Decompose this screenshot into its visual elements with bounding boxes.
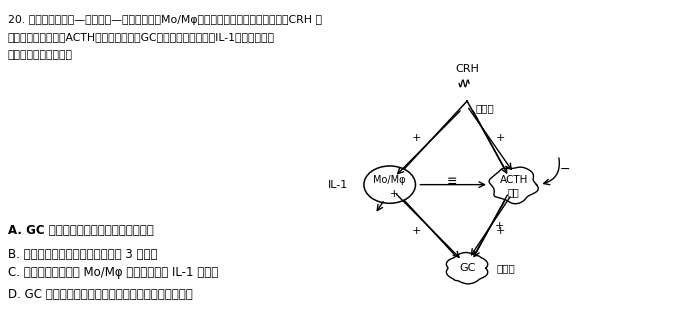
- Text: −: −: [560, 164, 570, 176]
- Text: ACTH: ACTH: [500, 175, 528, 185]
- Text: IL-1: IL-1: [328, 180, 348, 190]
- Text: D. GC 分泌过多会增强人体免疫，容易引发自身免疫病: D. GC 分泌过多会增强人体免疫，容易引发自身免疫病: [8, 288, 192, 301]
- Text: 垂体: 垂体: [508, 187, 519, 198]
- Polygon shape: [489, 167, 538, 204]
- Text: +: +: [496, 226, 505, 236]
- Text: B. 该图显示垂体细胞表面至少存在 3 种受体: B. 该图显示垂体细胞表面至少存在 3 种受体: [8, 248, 157, 261]
- Text: 子。下列叙述错误的是: 子。下列叙述错误的是: [8, 50, 73, 60]
- Text: ≡: ≡: [447, 175, 457, 188]
- Text: +: +: [412, 226, 421, 236]
- FancyArrowPatch shape: [544, 158, 559, 185]
- Text: +: +: [496, 133, 505, 143]
- Text: +: +: [495, 221, 505, 232]
- Text: 肾上腺: 肾上腺: [497, 263, 516, 273]
- Text: 20. 如图表示下丘脑—垂体前叶—肾上腺皮质与Mo/Mφ（一种吱噬细胞）环路。其中，CRH 表: 20. 如图表示下丘脑—垂体前叶—肾上腺皮质与Mo/Mφ（一种吱噬细胞）环路。其…: [8, 15, 322, 25]
- Text: 下丘脑: 下丘脑: [475, 103, 493, 113]
- Text: C. 垂体可以通过抑制 Mo/Mφ 的功能来减少 IL-1 的释放: C. 垂体可以通过抑制 Mo/Mφ 的功能来减少 IL-1 的释放: [8, 266, 218, 279]
- Ellipse shape: [364, 166, 416, 203]
- Text: CRH: CRH: [455, 63, 479, 74]
- Text: +: +: [412, 133, 421, 143]
- Text: GC: GC: [459, 263, 475, 273]
- Polygon shape: [447, 252, 488, 284]
- Text: +: +: [391, 189, 399, 199]
- Text: 示促肾碗释放激素，ACTH为促皮质激素，GC为肾上腺皮质激素。IL-1为一种淡巴因: 示促肾碗释放激素，ACTH为促皮质激素，GC为肾上腺皮质激素。IL-1为一种淡巴…: [8, 32, 274, 42]
- Text: A. GC 的分泌存在分级调节和负反馈调节: A. GC 的分泌存在分级调节和负反馈调节: [8, 224, 153, 237]
- Text: Mo/Mφ: Mo/Mφ: [373, 175, 406, 185]
